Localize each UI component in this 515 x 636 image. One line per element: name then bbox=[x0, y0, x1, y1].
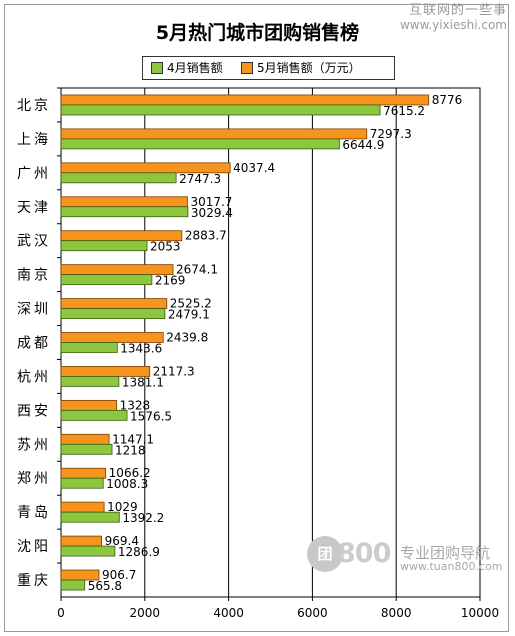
data-label-april: 1392.2 bbox=[122, 511, 164, 525]
x-tick-label: 2000 bbox=[130, 606, 161, 620]
watermark-top-title: 互联网的一些事 bbox=[408, 3, 507, 18]
watermark-number: 800 bbox=[337, 538, 391, 569]
legend-item-may: 5月销售额（万元） bbox=[241, 61, 361, 75]
data-label-april: 1381.1 bbox=[122, 375, 164, 389]
category-label: 成都 bbox=[17, 336, 51, 352]
bar-may bbox=[60, 433, 110, 445]
watermark-bottom: 团 800 专业团购导航 www.tuan800.com bbox=[307, 532, 512, 573]
x-tick-label: 0 bbox=[57, 606, 65, 620]
bar-may bbox=[60, 467, 107, 479]
bar-april bbox=[60, 274, 153, 286]
category-label: 武汉 bbox=[17, 234, 51, 250]
watermark-top: 互联网的一些事 www.yixieshi.com bbox=[399, 3, 507, 33]
category-label: 北京 bbox=[17, 98, 51, 114]
bar-april bbox=[60, 308, 166, 319]
data-label-may: 2525.2 bbox=[170, 297, 212, 311]
bar-may bbox=[60, 501, 105, 513]
bar-may bbox=[60, 535, 103, 547]
category-label: 青岛 bbox=[17, 505, 51, 521]
chart-legend: 4月销售额 5月销售额（万元） bbox=[142, 56, 395, 80]
watermark-top-url: www.yixieshi.com bbox=[399, 18, 507, 32]
bar-may bbox=[60, 298, 168, 309]
category-label: 苏州 bbox=[17, 437, 51, 453]
bar-april bbox=[60, 376, 120, 387]
bar-april bbox=[60, 104, 381, 116]
category-label: 上海 bbox=[17, 132, 51, 148]
data-label-april: 1218 bbox=[115, 443, 146, 457]
data-label-april: 2169 bbox=[155, 274, 186, 288]
legend-item-april: 4月销售额 bbox=[151, 61, 223, 75]
data-label-april: 2479.1 bbox=[168, 308, 210, 322]
bar-april bbox=[60, 342, 118, 353]
data-label-may: 969.4 bbox=[105, 534, 139, 548]
legend-label-may: 5月销售额（万元） bbox=[257, 61, 361, 75]
data-label-april: 1576.5 bbox=[130, 409, 172, 423]
data-label-may: 7297.3 bbox=[370, 127, 412, 141]
bar-april bbox=[60, 240, 148, 252]
data-label-may: 2117.3 bbox=[153, 364, 195, 378]
data-label-may: 2883.7 bbox=[185, 229, 227, 243]
bar-may bbox=[60, 94, 430, 106]
watermark-url: www.tuan800.com bbox=[400, 560, 503, 573]
bar-april bbox=[60, 545, 116, 557]
data-label-april: 7615.2 bbox=[383, 104, 425, 118]
bar-april bbox=[60, 443, 113, 455]
data-label-april: 1286.9 bbox=[118, 545, 160, 559]
bar-april bbox=[60, 579, 86, 591]
data-label-april: 2053 bbox=[150, 240, 181, 254]
legend-swatch-april bbox=[151, 61, 163, 74]
data-label-may: 2439.8 bbox=[166, 331, 208, 345]
data-label-april: 1008.3 bbox=[106, 477, 148, 491]
watermark-tagline: 专业团购导航 bbox=[400, 544, 491, 562]
data-label-may: 1066.2 bbox=[109, 466, 151, 480]
data-label-april: 2747.3 bbox=[179, 172, 221, 186]
category-label: 天津 bbox=[17, 200, 51, 216]
chart-title: 5月热门城市团购销售榜 bbox=[155, 22, 360, 44]
data-label-may: 2674.1 bbox=[176, 263, 218, 277]
x-tick-label: 4000 bbox=[213, 606, 244, 620]
category-label: 西安 bbox=[17, 403, 51, 419]
x-tick-label: 6000 bbox=[297, 606, 328, 620]
data-label-april: 6644.9 bbox=[342, 138, 384, 152]
legend-label-april: 4月销售额 bbox=[167, 61, 223, 75]
bar-april bbox=[60, 172, 177, 184]
data-label-april: 565.8 bbox=[88, 579, 122, 593]
bar-april bbox=[60, 409, 128, 421]
legend-swatch-may bbox=[241, 61, 253, 74]
bar-may bbox=[60, 196, 188, 208]
category-label: 南京 bbox=[17, 268, 51, 284]
bar-april bbox=[60, 206, 189, 218]
category-label: 沈阳 bbox=[17, 539, 51, 555]
bar-april bbox=[60, 477, 104, 489]
watermark-logo-icon: 团 bbox=[307, 536, 343, 572]
data-label-may: 1147.1 bbox=[112, 432, 154, 446]
data-label-may: 3017.7 bbox=[190, 195, 232, 209]
category-label: 深圳 bbox=[17, 302, 51, 318]
bar-may bbox=[60, 399, 118, 411]
data-label-april: 3029.4 bbox=[191, 206, 233, 220]
x-tick-label: 8000 bbox=[381, 606, 412, 620]
data-label-may: 1029 bbox=[107, 500, 138, 514]
bar-april bbox=[60, 138, 340, 150]
bar-may bbox=[60, 128, 368, 140]
data-label-may: 4037.4 bbox=[233, 161, 275, 175]
bar-april bbox=[60, 511, 120, 523]
data-label-may: 1328 bbox=[120, 398, 151, 412]
x-tick-label: 10000 bbox=[461, 606, 499, 620]
data-label-may: 906.7 bbox=[102, 568, 136, 582]
category-label: 郑州 bbox=[17, 471, 51, 487]
category-label: 广州 bbox=[17, 166, 51, 182]
data-label-may: 8776 bbox=[432, 93, 463, 107]
category-label: 杭州 bbox=[17, 369, 51, 385]
category-label: 重庆 bbox=[17, 573, 51, 589]
data-label-april: 1343.6 bbox=[120, 342, 162, 356]
